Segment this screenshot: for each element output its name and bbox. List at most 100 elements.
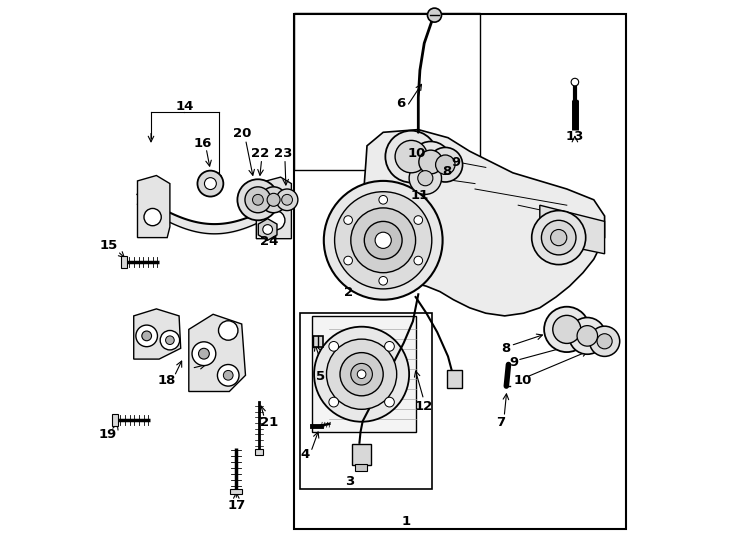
Text: 3: 3 <box>345 475 355 488</box>
Polygon shape <box>137 176 170 238</box>
Text: 22: 22 <box>251 147 269 160</box>
Circle shape <box>414 256 423 265</box>
Text: 2: 2 <box>344 286 352 299</box>
Circle shape <box>435 155 455 174</box>
Circle shape <box>252 194 264 205</box>
Circle shape <box>267 193 280 206</box>
Polygon shape <box>313 336 323 347</box>
Circle shape <box>219 321 238 340</box>
Text: 15: 15 <box>100 239 118 252</box>
Bar <box>447 370 462 388</box>
Bar <box>121 256 127 268</box>
Circle shape <box>414 215 423 225</box>
Circle shape <box>427 8 442 22</box>
Circle shape <box>385 397 394 407</box>
Text: 5: 5 <box>316 370 325 383</box>
Circle shape <box>223 370 233 380</box>
Text: 18: 18 <box>158 374 176 387</box>
Circle shape <box>197 171 223 197</box>
Bar <box>294 14 480 170</box>
Text: 4: 4 <box>300 448 310 461</box>
Circle shape <box>217 364 239 386</box>
Circle shape <box>409 162 442 194</box>
Circle shape <box>344 256 352 265</box>
Circle shape <box>351 208 415 273</box>
Text: 11: 11 <box>411 189 429 202</box>
Text: 13: 13 <box>566 130 584 143</box>
Circle shape <box>375 232 391 248</box>
Text: 6: 6 <box>396 97 406 110</box>
Circle shape <box>418 171 433 186</box>
Text: 23: 23 <box>274 147 292 160</box>
Circle shape <box>335 192 432 289</box>
Circle shape <box>142 331 151 341</box>
Polygon shape <box>189 314 245 392</box>
Circle shape <box>329 397 338 407</box>
Polygon shape <box>312 316 415 432</box>
Text: 20: 20 <box>233 127 251 140</box>
Text: 9: 9 <box>451 156 460 168</box>
Circle shape <box>577 326 597 346</box>
Text: 8: 8 <box>502 342 511 355</box>
Text: 17: 17 <box>228 500 245 512</box>
Text: 1: 1 <box>401 515 410 528</box>
Circle shape <box>144 208 161 226</box>
Circle shape <box>395 140 427 173</box>
Circle shape <box>329 341 338 351</box>
Circle shape <box>385 131 437 183</box>
Circle shape <box>351 363 372 385</box>
Circle shape <box>364 221 402 259</box>
Circle shape <box>245 187 271 213</box>
Bar <box>299 313 432 489</box>
Circle shape <box>205 178 217 190</box>
Circle shape <box>314 327 409 422</box>
Text: 19: 19 <box>98 428 117 441</box>
Circle shape <box>553 315 581 343</box>
Text: 14: 14 <box>175 100 194 113</box>
Circle shape <box>340 353 383 396</box>
Circle shape <box>597 334 612 349</box>
Circle shape <box>357 370 366 379</box>
Text: 7: 7 <box>496 416 506 429</box>
Circle shape <box>266 211 285 230</box>
Text: 9: 9 <box>509 356 518 369</box>
Text: 24: 24 <box>260 235 278 248</box>
Circle shape <box>531 211 586 265</box>
Circle shape <box>379 276 388 285</box>
Bar <box>230 489 242 494</box>
Bar <box>294 14 626 529</box>
Circle shape <box>160 330 180 350</box>
Circle shape <box>327 339 396 409</box>
Polygon shape <box>359 130 605 316</box>
Text: 16: 16 <box>194 137 212 150</box>
Bar <box>255 449 264 455</box>
Circle shape <box>198 348 209 359</box>
Circle shape <box>419 150 443 174</box>
Circle shape <box>550 230 567 246</box>
Text: 10: 10 <box>514 374 532 387</box>
Circle shape <box>379 195 388 204</box>
Circle shape <box>428 147 462 182</box>
Circle shape <box>263 225 272 234</box>
Circle shape <box>192 342 216 366</box>
Circle shape <box>385 341 394 351</box>
Circle shape <box>282 194 292 205</box>
Text: 21: 21 <box>260 416 278 429</box>
Text: 12: 12 <box>415 400 433 413</box>
Circle shape <box>571 78 578 86</box>
Circle shape <box>569 318 606 354</box>
Circle shape <box>544 307 589 352</box>
Bar <box>355 464 367 471</box>
Polygon shape <box>134 309 181 359</box>
Circle shape <box>261 187 286 213</box>
Circle shape <box>542 220 576 255</box>
Circle shape <box>410 141 451 183</box>
Circle shape <box>136 325 158 347</box>
Polygon shape <box>258 219 277 240</box>
Circle shape <box>324 181 443 300</box>
Text: 10: 10 <box>407 147 426 160</box>
Polygon shape <box>539 205 605 254</box>
Circle shape <box>589 326 619 356</box>
Bar <box>352 444 371 465</box>
Polygon shape <box>256 177 291 239</box>
